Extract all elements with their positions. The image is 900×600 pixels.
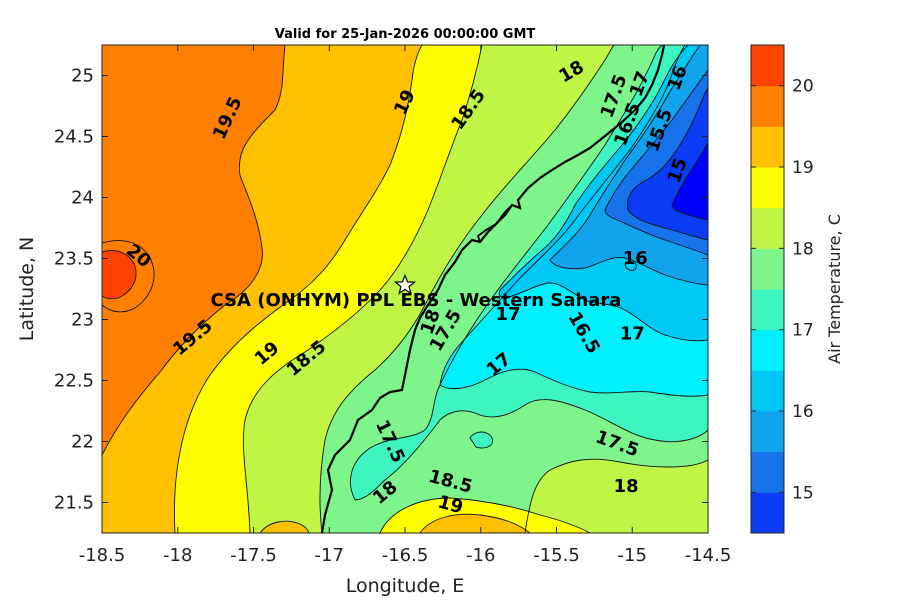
warmer-patch-bottom xyxy=(420,514,530,533)
y-tick-label: 22 xyxy=(71,432,94,453)
colorbar-tick-label: 16 xyxy=(792,402,814,422)
x-tick-label: -17.5 xyxy=(230,545,277,566)
colorbar-tick-label: 17 xyxy=(792,321,814,341)
colorbar-swatch xyxy=(751,492,784,534)
coastline-inlet xyxy=(476,204,513,243)
colorbar-swatch xyxy=(751,411,784,453)
contour-label: 18 xyxy=(614,476,639,497)
contour-label: 17 xyxy=(495,304,520,325)
contour-label: 17 xyxy=(620,324,645,345)
y-axis-label: Latitude, N xyxy=(16,237,38,342)
x-tick-label: -15.5 xyxy=(533,545,580,566)
x-tick-label: -18 xyxy=(163,545,192,566)
y-tick-label: 25 xyxy=(71,66,94,87)
x-tick-label: -15 xyxy=(618,545,647,566)
colorbar-tick-label: 20 xyxy=(792,77,814,97)
colorbar-swatch xyxy=(751,451,784,493)
colorbar-swatch xyxy=(751,370,784,412)
x-tick-label: -17 xyxy=(315,545,344,566)
y-tick-label: 21.5 xyxy=(54,493,94,514)
contour-lines xyxy=(102,45,708,533)
x-tick-label: -18.5 xyxy=(79,545,126,566)
site-label: CSA (ONHYM) PPL EBS - Western Sahara xyxy=(211,290,622,311)
x-axis: -18.5 -18 -17.5 -17 -16.5 -16 -15.5 -15 -14.5 xyxy=(79,45,732,566)
band-below-14-5 xyxy=(672,143,708,220)
colorbar-frame xyxy=(750,44,785,534)
y-tick-label: 23.5 xyxy=(54,249,94,270)
y-tick-label: 23 xyxy=(71,310,94,331)
colorbar-label: Air Temperature, C xyxy=(825,214,844,364)
contour-label: 16 xyxy=(623,248,648,269)
colorbar-swatch xyxy=(751,85,784,127)
colorbar-swatch xyxy=(751,167,784,209)
y-tick-label: 24.5 xyxy=(54,127,94,148)
x-axis-label: Longitude, E xyxy=(346,575,465,597)
x-tick-label: -14.5 xyxy=(685,545,732,566)
star-icon xyxy=(393,273,417,295)
colorbar-tick-label: 19 xyxy=(792,158,814,178)
colorbar-swatch xyxy=(751,289,784,331)
x-tick-label: -16.5 xyxy=(382,545,429,566)
chart-title: Valid for 25-Jan-2026 00:00:00 GMT xyxy=(275,27,536,42)
colorbar-swatch xyxy=(751,207,784,249)
y-tick-label: 22.5 xyxy=(54,371,94,392)
colorbar: 15 16 17 18 19 20 xyxy=(750,44,814,534)
colorbar-swatch xyxy=(751,248,784,290)
colorbar-swatch xyxy=(751,45,784,87)
y-axis: 21.5 22 22.5 23 23.5 24 24.5 25 xyxy=(54,66,708,514)
x-tick-label: -16 xyxy=(466,545,495,566)
colorbar-tick-label: 18 xyxy=(792,239,814,259)
hot-patch-left xyxy=(102,250,137,299)
site-marker xyxy=(393,273,417,295)
colorbar-swatch xyxy=(751,126,784,168)
cool-speck xyxy=(470,432,493,448)
colorbar-tick-label: 15 xyxy=(792,483,814,503)
colorbar-swatch xyxy=(751,329,784,371)
y-tick-label: 24 xyxy=(71,188,94,209)
